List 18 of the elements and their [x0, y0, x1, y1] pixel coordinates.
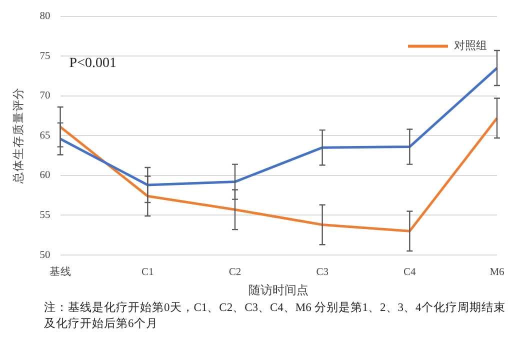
y-tick-label: 55	[40, 210, 50, 221]
text: 注：基线是化疗开始第0天，C1、C2、C3、C4、M6 分别是第1、2、3、4个化疗周期结束及化疗开始后第6个月	[44, 300, 506, 332]
y-tick-label: 75	[40, 50, 50, 62]
x-tick-label: C2	[228, 267, 242, 278]
x-axis-title: 随访时间点	[248, 282, 309, 297]
y-tick-label: 65	[40, 130, 50, 142]
legend-label: 对照组	[454, 39, 487, 52]
y-tick-label: 60	[40, 170, 50, 182]
y-tick-label: 50	[40, 250, 50, 261]
x-tick-label: C4	[404, 267, 417, 278]
annotation: P<0.001	[69, 56, 116, 71]
y-tick-label: 70	[40, 90, 50, 102]
x-tick-label: C3	[316, 267, 328, 278]
x-tick-label: M6	[490, 267, 504, 278]
y-axis-title: 总体生存质量评分	[12, 88, 25, 185]
x-tick-label: 基线	[49, 265, 72, 278]
x-tick-label: C1	[142, 267, 154, 278]
y-tick-label: 80	[40, 11, 50, 22]
